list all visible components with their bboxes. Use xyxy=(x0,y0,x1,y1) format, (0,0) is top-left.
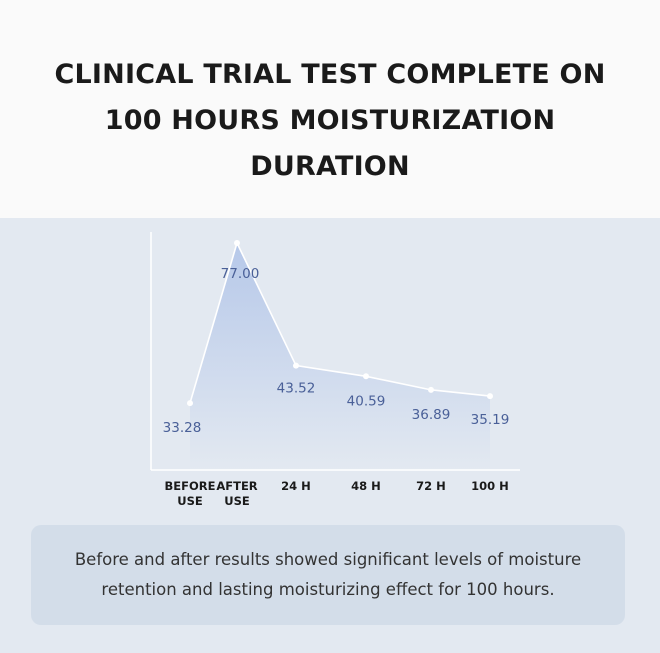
data-label-5: 36.89 xyxy=(412,407,451,423)
caption-box: Before and after results showed signific… xyxy=(31,525,625,625)
x-tick-label-2: AFTER USE xyxy=(216,479,257,508)
x-tick-label-6: 100 H xyxy=(471,479,509,493)
data-label-4: 40.59 xyxy=(347,393,386,409)
title-line-2: 100 HOURS MOISTURIZATION xyxy=(104,105,556,136)
caption-text: Before and after results showed signific… xyxy=(74,550,582,599)
data-point-5 xyxy=(428,386,434,393)
x-tick-label-4: 48 H xyxy=(351,479,381,493)
data-point-3 xyxy=(293,362,299,369)
title-line-1: CLINICAL TRIAL TEST COMPLETE ON xyxy=(54,59,606,90)
x-tick-label-1: BEFORE USE xyxy=(165,479,216,508)
data-point-6 xyxy=(487,393,493,400)
x-tick-label-3: 24 H xyxy=(281,479,311,493)
data-label-3: 43.52 xyxy=(277,381,316,397)
area-fill xyxy=(190,242,490,470)
title-line-3: DURATION xyxy=(250,151,410,182)
series-line xyxy=(189,240,491,404)
x-tick-label-5: 72 H xyxy=(416,479,446,493)
page-title: CLINICAL TRIAL TEST COMPLETE ON 100 HOUR… xyxy=(0,52,660,190)
data-label-2: 77.00 xyxy=(221,266,260,282)
data-point-1 xyxy=(187,400,193,407)
data-point-4 xyxy=(363,373,369,380)
data-label-6: 35.19 xyxy=(471,412,510,428)
data-point-2 xyxy=(234,239,240,246)
title-area: CLINICAL TRIAL TEST COMPLETE ON 100 HOUR… xyxy=(0,0,660,218)
data-label-1: 33.28 xyxy=(163,420,202,436)
